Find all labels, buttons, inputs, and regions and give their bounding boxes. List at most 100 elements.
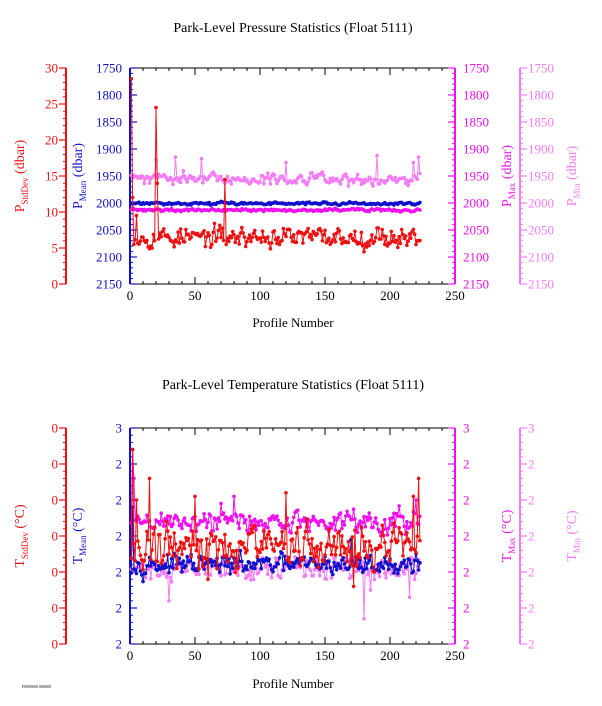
stddev-point — [401, 554, 405, 558]
min-point — [282, 178, 287, 183]
stddev-point — [380, 227, 385, 232]
stddev-point — [418, 538, 422, 543]
stddev-point — [233, 570, 238, 575]
mean-point — [319, 565, 323, 570]
stddev-point — [315, 544, 320, 549]
max-point — [188, 523, 192, 528]
mean-point — [228, 572, 232, 576]
max-point — [229, 514, 234, 519]
pressure-chart: Park-Level Pressure Statistics (Float 51… — [13, 21, 582, 330]
mean-point — [412, 558, 417, 563]
min-tick-label: 2 — [528, 529, 535, 544]
stddev-point — [384, 554, 388, 558]
mean-point — [359, 565, 364, 570]
stddev-point — [345, 559, 349, 564]
stddev-point — [390, 530, 395, 534]
stddev-point — [189, 554, 193, 559]
max-point — [178, 522, 183, 526]
stddev-point — [141, 235, 145, 239]
stddev-point — [221, 238, 226, 243]
max-tick-label: 3 — [463, 421, 470, 436]
max-tick-label: 2 — [463, 529, 470, 544]
stddev-point — [133, 559, 137, 563]
mean-point — [276, 562, 281, 566]
stddev-point — [364, 245, 369, 249]
stddev-point — [154, 105, 158, 110]
stddev-point — [373, 235, 378, 240]
max-point — [371, 525, 375, 530]
mean-point — [156, 564, 161, 568]
stddev-point — [253, 524, 257, 528]
stddev-point — [294, 240, 299, 244]
min-point — [315, 175, 320, 180]
max-point — [143, 520, 148, 524]
stddev-point — [165, 529, 170, 533]
max-point — [360, 520, 365, 525]
stddev-point — [334, 545, 339, 550]
min-point — [415, 177, 420, 181]
stddev-point — [366, 240, 370, 244]
mean-tick-label: 2000 — [96, 196, 122, 211]
mean-tick-label: 1950 — [96, 169, 122, 184]
stddev-point — [227, 239, 231, 244]
stddev-point — [312, 546, 317, 551]
stddev-point — [327, 527, 331, 532]
max-point — [180, 526, 184, 531]
min-point — [208, 573, 213, 577]
min-point — [229, 182, 234, 186]
max-point — [290, 521, 295, 525]
stddev-point — [351, 584, 356, 589]
stddev-tick-label: 0 — [52, 493, 59, 508]
stddev-point — [314, 554, 318, 559]
max-point — [279, 521, 283, 526]
mean-tick-label: 2 — [116, 529, 123, 544]
min-point — [351, 180, 356, 185]
stddev-point — [214, 535, 218, 539]
max-point — [390, 515, 395, 520]
mean-point — [393, 562, 398, 567]
stddev-point — [392, 233, 396, 238]
min-tick-label: 2050 — [528, 223, 554, 238]
min-point — [266, 572, 270, 577]
max-tick-label: 2 — [463, 493, 470, 508]
stddev-tick-label: 0 — [52, 565, 59, 580]
stddev-point — [412, 232, 417, 236]
stddev-point — [134, 213, 139, 218]
stddev-point — [163, 537, 167, 541]
max-point — [171, 522, 175, 526]
mean-point — [169, 556, 174, 561]
stddev-point — [266, 532, 270, 537]
max-point — [295, 508, 300, 512]
stddev-point — [224, 553, 228, 557]
max-point — [253, 517, 257, 522]
stddev-point — [240, 225, 244, 230]
stddev-point — [333, 552, 338, 557]
mean-tick-label: 2 — [116, 457, 123, 472]
stddev-point — [223, 177, 227, 182]
min-point — [411, 160, 416, 165]
min-point — [345, 175, 349, 180]
mean-point — [163, 562, 167, 567]
min-point — [366, 572, 370, 577]
x-tick-label: 250 — [445, 648, 465, 663]
max-point — [355, 530, 360, 535]
stddev-point — [132, 541, 136, 546]
min-point — [311, 573, 316, 578]
plot-area: 0 50 100 150 200 250 0 5 10 15 20 25 30 PStdDev (dbar… — [13, 61, 582, 304]
stddev-point — [268, 246, 273, 251]
stddev-point — [379, 237, 383, 241]
stddev-point — [246, 236, 251, 241]
min-point — [279, 576, 283, 580]
max-point — [297, 518, 301, 522]
stddev-point — [388, 558, 392, 563]
max-point — [373, 516, 378, 520]
min-point — [199, 156, 204, 161]
mean-point — [282, 554, 287, 559]
mean-point — [212, 559, 217, 564]
stddev-point — [273, 237, 278, 242]
stddev-point — [407, 232, 412, 236]
stddev-point — [338, 553, 343, 557]
stddev-point — [289, 235, 294, 240]
max-point — [237, 526, 241, 531]
stddev-point — [193, 494, 197, 499]
